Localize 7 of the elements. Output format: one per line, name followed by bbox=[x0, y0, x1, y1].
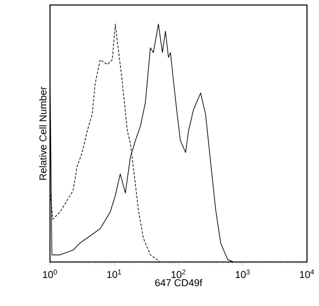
x-tick-label: 10$^{1}$ bbox=[107, 270, 122, 278]
x-axis-title: 647 CD49f bbox=[155, 278, 202, 286]
x-tick-label: 10$^{2}$ bbox=[172, 270, 186, 278]
x-tick-label: 10$^{4}$ bbox=[300, 270, 314, 278]
x-tick-label: 10$^{3}$ bbox=[236, 270, 250, 278]
x-tick-label: 10$^{0}$ bbox=[43, 270, 57, 278]
y-axis-title: Relative Cell Number bbox=[39, 86, 46, 180]
